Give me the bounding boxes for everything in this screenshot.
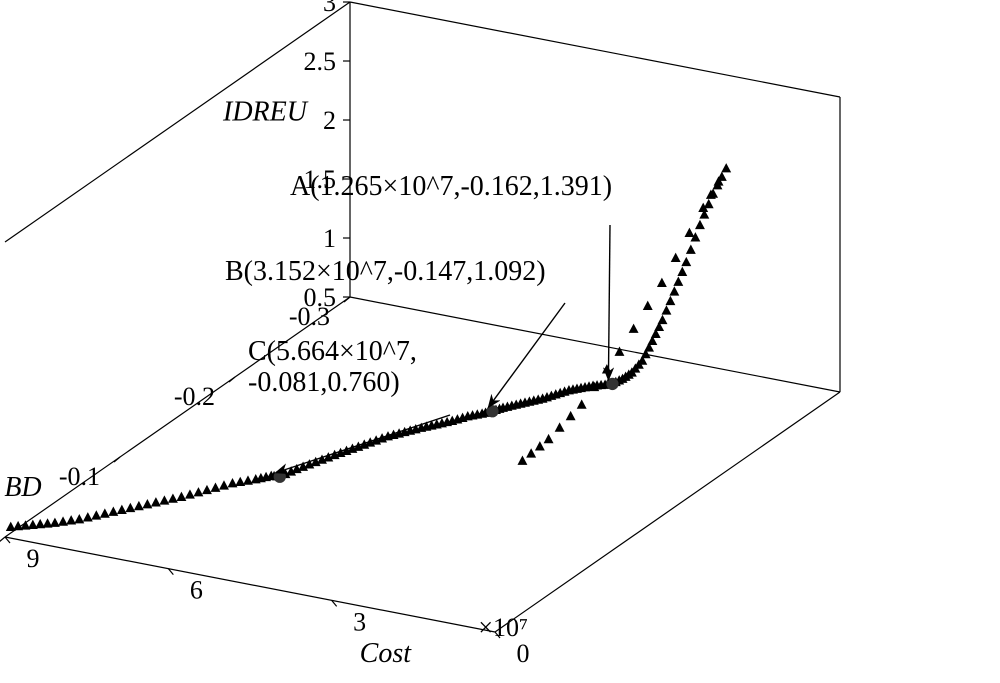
cost-tick-label: 0 — [517, 639, 530, 668]
cost-tick-label: 9 — [27, 544, 40, 573]
cost-axis-label: Cost — [360, 638, 413, 669]
bd-tick-label: -0.1 — [59, 462, 100, 491]
annotation-label-a: A(1.265×10^7,-0.162,1.391) — [290, 171, 612, 202]
cost-axis-exponent: ×10⁷ — [478, 613, 528, 642]
z-tick-label: 2.5 — [304, 47, 337, 76]
highlight-point-c — [274, 471, 286, 483]
scatter3d-plot: 0.511.522.530369-0.3-0.2-0.10IDREUBDCost… — [0, 0, 1000, 683]
z-tick-label: 2 — [323, 106, 336, 135]
cost-tick-label: 6 — [190, 576, 203, 605]
annotation-arrow-b — [488, 303, 565, 407]
cost-tick-label: 3 — [353, 607, 366, 636]
bd-tick-label: -0.2 — [174, 382, 215, 411]
z-tick-label: 3 — [323, 0, 336, 17]
annotation-arrow-a — [608, 225, 610, 380]
z-tick-label: 1 — [323, 224, 336, 253]
annotation-label-b: B(3.152×10^7,-0.147,1.092) — [225, 256, 546, 287]
bd-axis-label: BD — [4, 472, 41, 503]
bd-tick-label: -0.3 — [289, 302, 330, 331]
annotation-label-c: C(5.664×10^7,-0.081,0.760) — [248, 336, 417, 398]
z-axis-label: IDREU — [222, 97, 309, 128]
annotation-arrow-c — [276, 415, 450, 473]
